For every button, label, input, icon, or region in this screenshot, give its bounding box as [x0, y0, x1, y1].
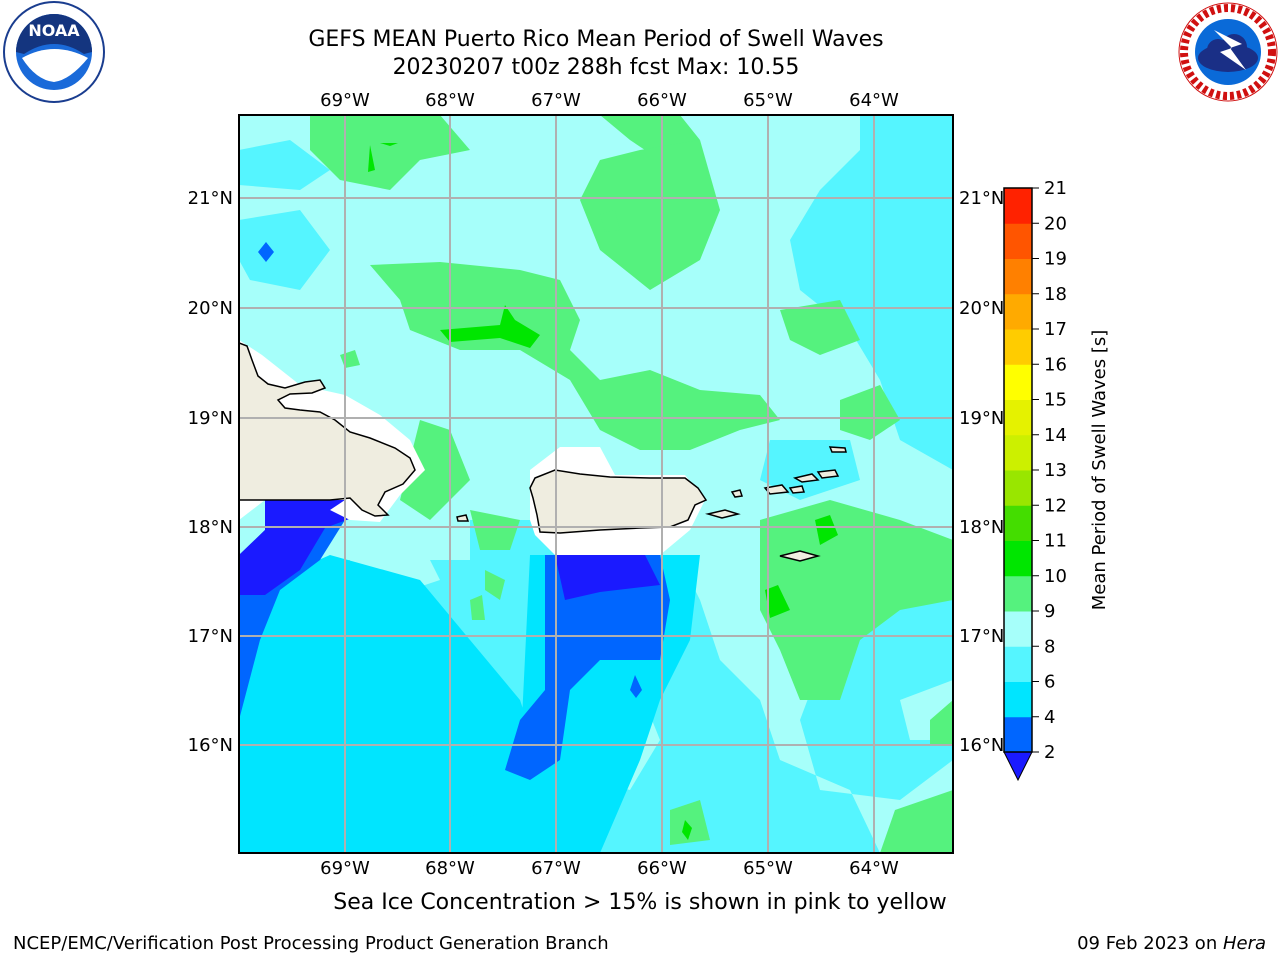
lon-label: 69°W — [320, 858, 370, 879]
nws-logo — [1178, 2, 1278, 102]
colorbar-bin — [1004, 646, 1032, 682]
colorbar-tick-label: 14 — [1044, 425, 1067, 446]
lon-label: 69°W — [320, 90, 370, 111]
colorbar-tick-label: 19 — [1044, 249, 1067, 270]
colorbar-tick-label: 16 — [1044, 354, 1067, 375]
lon-label: 67°W — [531, 858, 581, 879]
footer-host: Hera — [1222, 933, 1266, 954]
colorbar-extend-arrow — [1003, 751, 1033, 782]
colorbar-tick-label: 17 — [1044, 319, 1067, 340]
lon-label: 65°W — [743, 90, 793, 111]
lon-label: 68°W — [425, 90, 475, 111]
lat-label: 18°N — [188, 517, 233, 538]
lat-label: 17°N — [959, 626, 1004, 647]
colorbar-bin — [1004, 364, 1032, 400]
anegada-island — [828, 446, 847, 453]
field-10-11 — [368, 143, 838, 840]
footer-credit: NCEP/EMC/Verification Post Processing Pr… — [13, 933, 609, 954]
map-subtitle: 20230207 t00z 288h fcst Max: 10.55 — [392, 55, 800, 80]
colorbar-bin — [1004, 505, 1032, 541]
colorbar-tick-label: 8 — [1044, 636, 1055, 657]
map-frame — [238, 114, 954, 854]
lat-label: 21°N — [959, 188, 1004, 209]
lon-label: 64°W — [849, 858, 899, 879]
footer-date: 09 Feb 2023 on Hera — [1077, 933, 1266, 954]
lat-label: 19°N — [959, 408, 1004, 429]
colorbar-tick-label: 4 — [1044, 707, 1055, 728]
st-john-island — [788, 485, 806, 494]
colorbar-bin — [1004, 470, 1032, 506]
lat-label: 19°N — [188, 408, 233, 429]
colorbar-bin — [1004, 188, 1032, 224]
footer-date-text: 09 Feb 2023 on — [1077, 933, 1223, 954]
culebra-island — [730, 489, 743, 498]
lon-label: 67°W — [531, 90, 581, 111]
lat-labels-right: 21°N 20°N 19°N 18°N 17°N 16°N — [959, 188, 1004, 756]
lat-labels-left: 21°N 20°N 19°N 18°N 17°N 16°N — [188, 188, 233, 756]
lat-label: 17°N — [188, 626, 233, 647]
lat-label: 20°N — [188, 298, 233, 319]
colorbar-bin — [1004, 434, 1032, 471]
lat-label: 16°N — [959, 735, 1004, 756]
colorbar-bin — [1004, 399, 1032, 436]
colorbar-bin — [1004, 223, 1032, 259]
mona-island — [456, 514, 470, 522]
colorbar-tick-label: 12 — [1044, 495, 1067, 516]
colorbar-tick-label: 10 — [1044, 566, 1067, 587]
colorbar-tick-label: 2 — [1044, 742, 1055, 763]
lon-labels-bottom: 69°W 68°W 67°W 66°W 65°W 64°W — [320, 858, 899, 879]
hispaniola-land — [239, 342, 416, 517]
field-under — [239, 500, 660, 600]
colorbar-tick-label: 13 — [1044, 460, 1067, 481]
colorbar-label: Mean Period of Swell Waves [s] — [1089, 330, 1110, 611]
colorbar-tick-label: 21 — [1044, 178, 1067, 199]
lat-label: 20°N — [959, 298, 1004, 319]
lon-label: 65°W — [743, 858, 793, 879]
sea-ice-note: Sea Ice Concentration > 15% is shown in … — [333, 890, 947, 915]
lon-label: 66°W — [637, 858, 687, 879]
lon-labels-top: 69°W 68°W 67°W 66°W 65°W 64°W — [320, 90, 899, 111]
colorbar-bin — [1004, 716, 1032, 753]
gridlines — [239, 115, 953, 853]
colorbar-bin — [1004, 540, 1032, 577]
noaa-logo-text: NOAA — [28, 21, 80, 40]
st-croix-island — [779, 550, 821, 562]
noaa-logo: NOAA — [3, 1, 105, 103]
colorbar-tick-label: 6 — [1044, 672, 1055, 693]
lon-label: 64°W — [849, 90, 899, 111]
lat-label: 18°N — [959, 517, 1004, 538]
colorbar: 2 4 6 8 9 10 11 12 13 14 15 16 17 18 19 20 21 — [1003, 178, 1067, 782]
colorbar-tick-label: 9 — [1044, 601, 1055, 622]
colorbar-bin — [1004, 293, 1032, 330]
colorbar-bin — [1004, 681, 1032, 718]
colorbar-bin — [1004, 329, 1032, 365]
virgin-gorda-island — [816, 469, 840, 479]
colorbar-tick-label: 15 — [1044, 390, 1067, 411]
vieques-island — [705, 509, 741, 519]
map-title: GEFS MEAN Puerto Rico Mean Period of Swe… — [308, 27, 884, 52]
colorbar-bin — [1004, 575, 1032, 612]
colorbar-tick-label: 11 — [1044, 531, 1067, 552]
lon-label: 66°W — [637, 90, 687, 111]
lon-label: 68°W — [425, 858, 475, 879]
lat-label: 16°N — [188, 735, 233, 756]
colorbar-bin — [1004, 611, 1032, 647]
colorbar-bin — [1004, 258, 1032, 295]
colorbar-tick-label: 18 — [1044, 284, 1067, 305]
tortola-island — [792, 473, 820, 483]
map-plot-area — [239, 115, 953, 853]
lat-label: 21°N — [188, 188, 233, 209]
colorbar-tick-label: 20 — [1044, 213, 1067, 234]
